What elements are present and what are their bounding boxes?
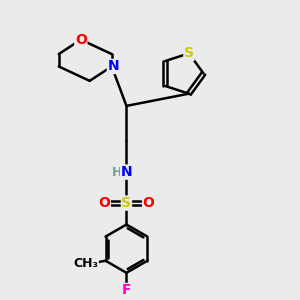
Text: N: N [107, 59, 119, 74]
Text: S: S [122, 196, 131, 210]
Text: O: O [98, 196, 110, 210]
Text: S: S [184, 46, 194, 60]
Text: F: F [122, 284, 131, 298]
Text: N: N [121, 165, 132, 179]
Text: CH₃: CH₃ [73, 257, 98, 270]
Text: O: O [142, 196, 154, 210]
Text: H: H [112, 166, 122, 178]
Text: O: O [75, 33, 87, 47]
